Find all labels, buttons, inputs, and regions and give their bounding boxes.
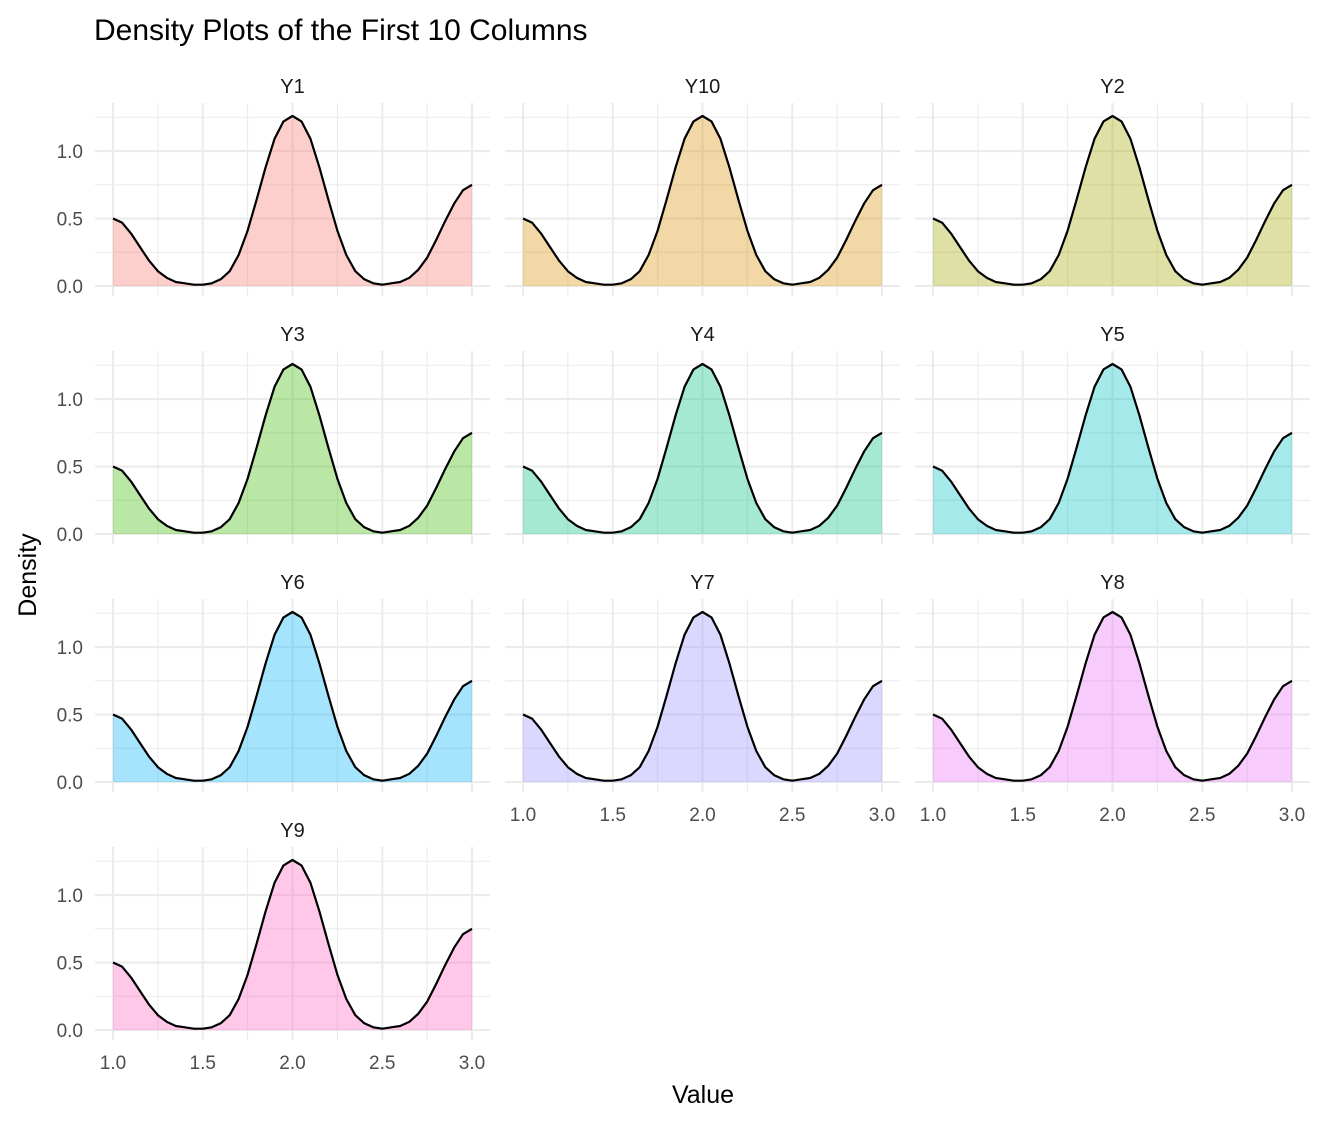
density-line-y2 <box>932 114 1293 286</box>
facet-panel-y1: Y1 0.0 0.5 1.0 <box>57 76 490 298</box>
facet-panel-y2: Y2 <box>915 76 1310 296</box>
y-tick-label: 0.0 <box>57 277 83 298</box>
density-line-y5 <box>932 362 1293 534</box>
y-tick-label: 0.5 <box>57 954 83 975</box>
y-tick-label: 1.0 <box>57 142 83 163</box>
density-line-y7 <box>522 610 883 782</box>
density-area-y9 <box>113 860 472 1030</box>
x-tick-label: 1.5 <box>600 805 626 826</box>
x-tick-label: 2.5 <box>369 1053 395 1074</box>
facet-strip-label: Y8 <box>1100 572 1124 594</box>
facet-strip-label: Y7 <box>690 572 714 594</box>
y-tick-label: 0.0 <box>57 773 83 794</box>
x-tick-label: 1.0 <box>100 1053 126 1074</box>
facet-panels: Y1 0.0 0.5 1.0 Y10 Y2 Y3 0.0 0.5 1.0 Y4 Y5 Y6 0.0 0.5 1… <box>57 76 1310 1074</box>
y-tick-label: 1.0 <box>57 390 83 411</box>
x-tick-label: 2.5 <box>779 805 805 826</box>
density-area-y7 <box>523 612 882 782</box>
density-area-y4 <box>523 364 882 534</box>
x-tick-label: 2.0 <box>689 805 715 826</box>
x-tick-label: 2.0 <box>1099 805 1125 826</box>
y-tick-label: 0.5 <box>57 458 83 479</box>
density-area-y2 <box>933 116 1292 286</box>
density-line-y10 <box>522 114 883 286</box>
density-line-y8 <box>932 610 1293 782</box>
x-tick-label: 2.5 <box>1189 805 1215 826</box>
y-axis-title: Density <box>14 533 42 617</box>
y-tick-label: 0.0 <box>57 525 83 546</box>
facet-strip-label: Y6 <box>280 572 304 594</box>
density-area-y10 <box>523 116 882 286</box>
facet-panel-y7: Y7 1.0 1.5 2.0 2.5 3.0 <box>505 572 900 826</box>
density-line-y3 <box>112 362 473 534</box>
chart-title: Density Plots of the First 10 Columns <box>94 14 588 47</box>
facet-strip-label: Y3 <box>280 324 304 346</box>
facet-strip-label: Y5 <box>1100 324 1124 346</box>
x-tick-label: 1.0 <box>920 805 946 826</box>
x-tick-label: 3.0 <box>869 805 895 826</box>
density-area-y8 <box>933 612 1292 782</box>
facet-strip-label: Y2 <box>1100 76 1124 98</box>
facet-panel-y8: Y8 1.0 1.5 2.0 2.5 3.0 <box>915 572 1310 826</box>
y-tick-label: 0.5 <box>57 706 83 727</box>
facet-panel-y6: Y6 0.0 0.5 1.0 <box>57 572 490 794</box>
x-tick-label: 2.0 <box>279 1053 305 1074</box>
density-line-y9 <box>112 858 473 1030</box>
facet-strip-label: Y9 <box>280 820 304 842</box>
facet-panel-y5: Y5 <box>915 324 1310 544</box>
density-area-y5 <box>933 364 1292 534</box>
facet-strip-label: Y10 <box>685 76 721 98</box>
density-line-y4 <box>522 362 883 534</box>
x-tick-label: 1.5 <box>1010 805 1036 826</box>
y-tick-label: 1.0 <box>57 886 83 907</box>
x-tick-label: 1.0 <box>510 805 536 826</box>
x-tick-label: 3.0 <box>459 1053 485 1074</box>
y-tick-label: 0.0 <box>57 1021 83 1042</box>
x-tick-label: 1.5 <box>190 1053 216 1074</box>
x-axis-title: Value <box>672 1081 734 1109</box>
density-area-y3 <box>113 364 472 534</box>
facet-strip-label: Y4 <box>690 324 714 346</box>
density-line-y6 <box>112 610 473 782</box>
facet-strip-label: Y1 <box>280 76 304 98</box>
facet-panel-y9: Y9 0.0 0.5 1.0 1.0 1.5 2.0 2.5 3.0 <box>57 820 490 1074</box>
y-tick-label: 1.0 <box>57 638 83 659</box>
density-line-y1 <box>112 114 473 286</box>
density-area-y6 <box>113 612 472 782</box>
y-tick-label: 0.5 <box>57 210 83 231</box>
facet-panel-y4: Y4 <box>505 324 900 544</box>
facet-panel-y3: Y3 0.0 0.5 1.0 <box>57 324 490 546</box>
facet-panel-y10: Y10 <box>505 76 900 296</box>
x-tick-label: 3.0 <box>1279 805 1305 826</box>
density-area-y1 <box>113 116 472 286</box>
